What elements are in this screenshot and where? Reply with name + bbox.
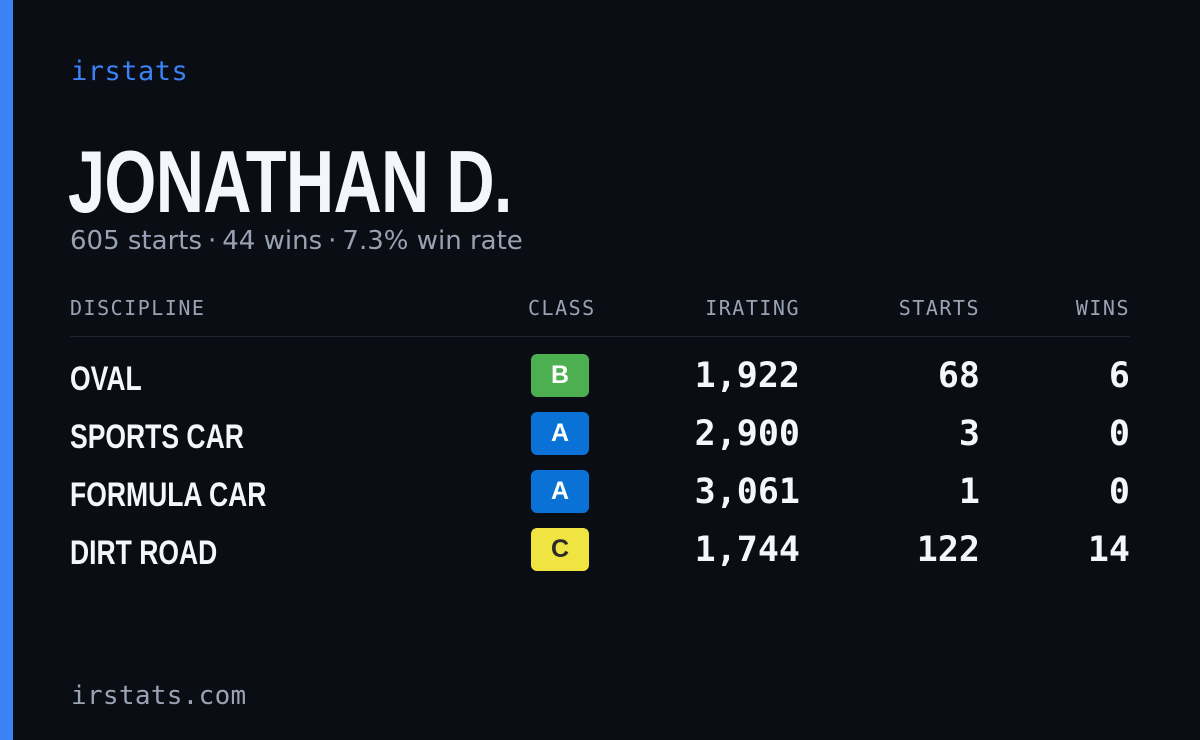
separator: · <box>328 226 337 256</box>
header-starts: STARTS <box>898 296 980 320</box>
header-divider <box>70 336 1130 337</box>
wins-value: 6 <box>1108 356 1130 396</box>
table-row: OVAL B 1,922 68 6 <box>70 354 1130 412</box>
header-wins: WINS <box>1075 296 1130 320</box>
player-name: JONATHAN D. <box>68 132 512 231</box>
discipline-name: OVAL <box>70 360 142 398</box>
wins-value: 0 <box>1108 414 1130 454</box>
irating-value: 1,744 <box>694 530 800 570</box>
header-discipline: DISCIPLINE <box>70 296 206 320</box>
starts-value: 1 <box>958 472 980 512</box>
discipline-name: DIRT ROAD <box>70 534 218 572</box>
class-badge: C <box>531 528 589 571</box>
total-starts: 605 starts <box>70 226 202 256</box>
header-irating: IRATING <box>705 296 800 320</box>
starts-value: 68 <box>937 356 980 396</box>
win-rate: 7.3% win rate <box>342 226 523 256</box>
wins-value: 0 <box>1108 472 1130 512</box>
wins-value: 14 <box>1087 530 1130 570</box>
class-badge: A <box>531 470 589 513</box>
irating-value: 1,922 <box>694 356 800 396</box>
starts-value: 3 <box>958 414 980 454</box>
total-wins: 44 wins <box>222 226 323 256</box>
irating-value: 3,061 <box>694 472 800 512</box>
accent-bar <box>0 0 13 740</box>
discipline-name: FORMULA CAR <box>70 476 267 514</box>
footer-url: irstats.com <box>71 681 247 711</box>
brand-logo: irstats <box>71 56 189 87</box>
class-badge: A <box>531 412 589 455</box>
table-row: DIRT ROAD C 1,744 122 14 <box>70 528 1130 586</box>
table-row: FORMULA CAR A 3,061 1 0 <box>70 470 1130 528</box>
player-summary: 605 starts · 44 wins · 7.3% win rate <box>70 226 523 256</box>
table-row: SPORTS CAR A 2,900 3 0 <box>70 412 1130 470</box>
class-badge: B <box>531 354 589 397</box>
header-class: CLASS <box>528 296 596 320</box>
starts-value: 122 <box>916 530 980 570</box>
separator: · <box>208 226 217 256</box>
irating-value: 2,900 <box>694 414 800 454</box>
discipline-name: SPORTS CAR <box>70 418 244 456</box>
